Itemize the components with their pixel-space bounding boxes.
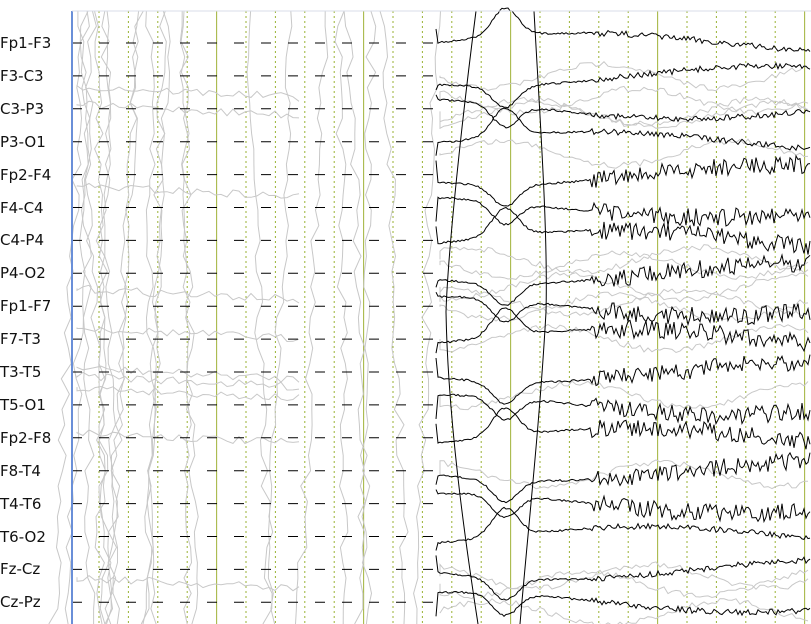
channel-label: Fp1-F3 <box>0 34 52 52</box>
ghost-trace <box>439 323 809 354</box>
ghost-trace <box>76 84 300 102</box>
channel-label: F3-C3 <box>0 66 44 85</box>
ghost-trace <box>343 10 373 624</box>
ghost-trace <box>104 10 140 624</box>
ghost-trace <box>413 10 442 624</box>
eeg-trace <box>435 291 811 327</box>
ghost-trace <box>439 85 809 116</box>
ghost-trace <box>439 244 809 275</box>
channel-label: F8-T4 <box>0 461 41 480</box>
eeg-trace <box>435 307 811 354</box>
ghost-trace <box>439 561 809 591</box>
ghost-trace <box>334 10 349 624</box>
eeg-trace <box>435 489 811 524</box>
channel-label-column: Fp1-F3 F3-C3 C3-P3 P3-O1 Fp2-F4 F4-C4 C4-P4 P4-… <box>0 0 71 624</box>
ghost-trace <box>179 10 193 624</box>
channel-label: P3-O1 <box>0 132 46 151</box>
eeg-trace <box>435 206 811 255</box>
eeg-trace <box>435 506 811 551</box>
ghost-trace <box>142 10 171 624</box>
eeg-trace <box>435 94 811 129</box>
channel-label: C3-P3 <box>0 99 45 118</box>
channel-label: F4-C4 <box>0 198 44 217</box>
eeg-trace <box>435 154 811 207</box>
ghost-trace <box>76 100 300 119</box>
channel-label: T6-O2 <box>0 527 46 546</box>
eeg-trace <box>435 354 811 405</box>
artifact-envelope <box>519 10 547 624</box>
eeg-trace <box>435 107 811 156</box>
ghost-trace <box>439 569 809 600</box>
channel-label: Cz-Pz <box>0 593 41 612</box>
eeg-trace <box>435 253 811 306</box>
ghost-trace <box>379 10 409 624</box>
ghost-trace <box>439 271 809 303</box>
ghost-trace <box>439 459 808 490</box>
ghost-trace <box>100 10 120 624</box>
ghost-trace <box>145 10 157 624</box>
eeg-trace <box>435 451 811 504</box>
ghost-trace <box>262 10 293 624</box>
eeg-trace <box>435 407 811 450</box>
ghost-trace <box>48 10 90 624</box>
ghost-trace <box>439 291 809 322</box>
channel-label: P4-O2 <box>0 264 46 283</box>
eeg-trace <box>435 555 811 601</box>
ghost-trace <box>76 182 300 199</box>
ghost-trace <box>439 380 809 411</box>
ghost-trace <box>439 60 809 92</box>
ghost-trace <box>439 138 809 169</box>
channel-label: T4-T6 <box>0 494 42 513</box>
ghost-trace <box>439 286 809 317</box>
channel-label: Fz-Cz <box>0 560 41 579</box>
ghost-trace <box>179 10 199 624</box>
ghost-trace <box>76 574 300 592</box>
ghost-trace <box>76 385 300 402</box>
top-border-bar <box>0 0 811 11</box>
ghost-trace <box>76 365 300 383</box>
ghost-trace <box>140 10 167 624</box>
ghost-trace <box>439 99 809 130</box>
eeg-trace <box>435 393 811 426</box>
ghost-trace <box>76 371 300 391</box>
channel-label: T5-O1 <box>0 395 46 414</box>
eeg-trace <box>435 7 811 53</box>
channel-label: Fp2-F8 <box>0 428 52 447</box>
artifact-envelope <box>445 10 479 624</box>
channel-label: C4-P4 <box>0 231 45 250</box>
eeg-trace <box>435 590 811 617</box>
channel-label: Fp1-F7 <box>0 297 52 316</box>
ghost-trace <box>79 10 96 624</box>
ghost-trace <box>354 10 377 624</box>
ghost-trace <box>76 284 300 304</box>
channel-label: F7-T3 <box>0 330 41 349</box>
eeg-trace <box>435 62 811 109</box>
channel-label: T3-T5 <box>0 363 42 381</box>
eeg-trace <box>435 196 811 227</box>
ghost-trace <box>64 10 97 624</box>
ghost-trace <box>295 10 329 624</box>
ghost-trace <box>246 10 276 624</box>
ghost-trace <box>439 250 809 280</box>
ghost-trace <box>76 326 300 343</box>
channel-label: Fp2-F4 <box>0 165 52 184</box>
